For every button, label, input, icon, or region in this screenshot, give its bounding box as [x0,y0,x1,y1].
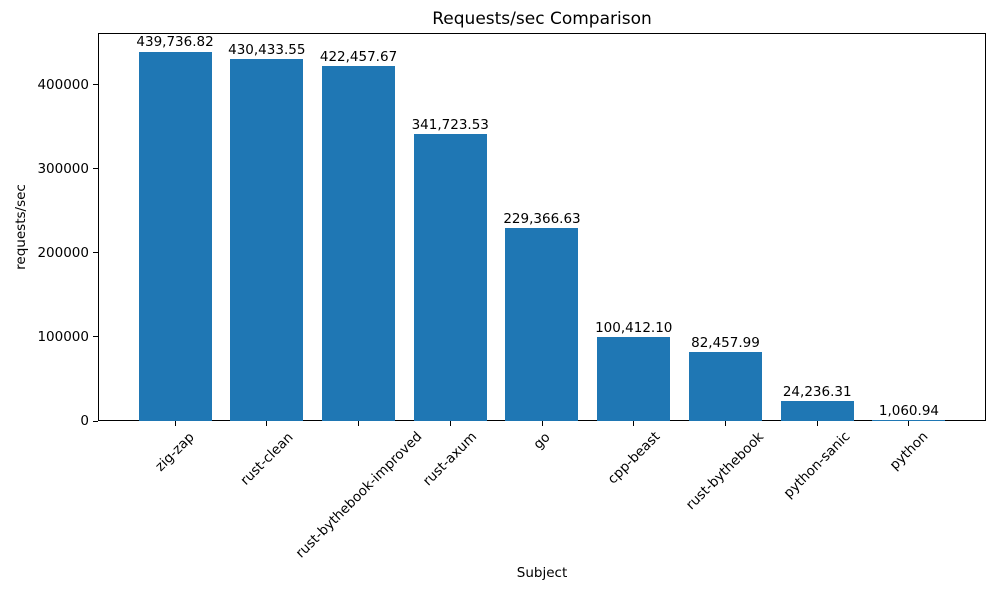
bar [414,133,487,421]
x-tick-mark [541,421,543,426]
x-tick-label: rust-bythebook [683,429,768,514]
y-tick-label: 100000 [37,328,89,345]
bar-value-label: 1,060.94 [878,403,939,420]
bar [597,336,670,421]
x-tick-mark [449,421,451,426]
x-tick-mark [174,421,176,426]
bar-value-label: 439,736.82 [136,34,214,51]
y-tick-label: 300000 [37,160,89,177]
x-tick-label: zig-zap [152,428,198,475]
bar [505,228,578,421]
x-axis-label: Subject [516,565,568,581]
bar-value-label: 430,433.55 [228,42,306,59]
bar [230,59,303,421]
bar [781,400,854,421]
bar-value-label: 422,457.67 [319,48,398,65]
x-tick-label: rust-clean [237,429,297,489]
y-tick-mark [93,420,98,422]
x-tick-mark [724,421,726,426]
y-tick-label: 0 [80,413,89,429]
bar-value-label: 82,457.99 [691,334,760,351]
y-tick-mark [93,84,98,86]
y-tick-mark [93,168,98,170]
bar [322,66,395,421]
x-tick-label: python-sanic [780,428,854,502]
x-tick-label: rust-axum [420,428,481,490]
y-tick-mark [93,252,98,254]
x-tick-mark [266,421,268,426]
y-tick-mark [93,336,98,338]
x-tick-mark [908,421,910,426]
bar-value-label: 229,366.63 [503,211,581,228]
x-tick-mark [816,421,818,426]
bar [139,51,212,421]
bar-value-label: 341,723.53 [411,116,489,133]
x-tick-label: rust-bythebook-improved [292,429,425,562]
x-tick-label: python [886,428,932,474]
bar [872,420,945,422]
bar [689,351,762,421]
y-tick-label: 400000 [37,76,89,93]
bar-value-label: 100,412.10 [595,319,673,336]
chart-title: Requests/sec Comparison [432,9,652,29]
x-tick-mark [633,421,635,426]
x-tick-label: go [530,429,554,453]
x-tick-label: cpp-beast [604,429,664,488]
bar-value-label: 24,236.31 [782,383,852,400]
y-tick-label: 200000 [37,244,89,261]
x-tick-mark [358,421,360,426]
